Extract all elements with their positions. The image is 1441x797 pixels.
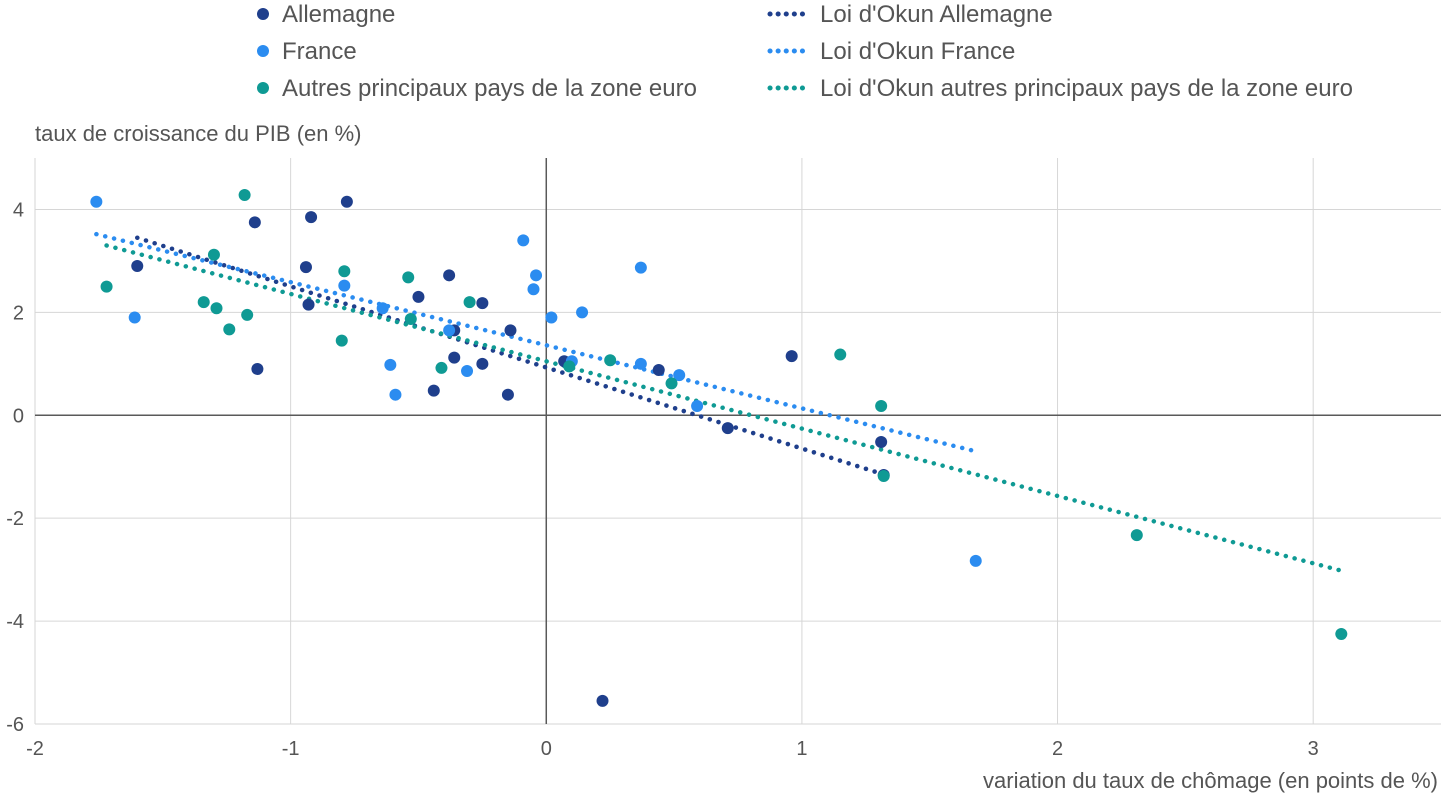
data-point-series-2 bbox=[241, 308, 254, 321]
data-point-series-2 bbox=[197, 296, 210, 309]
data-point-series-0 bbox=[251, 362, 264, 375]
data-point-series-0 bbox=[875, 436, 888, 449]
x-axis-title: variation du taux de chômage (en points … bbox=[983, 768, 1438, 793]
data-point-series-1 bbox=[576, 306, 589, 319]
data-point-series-1 bbox=[90, 195, 103, 208]
data-point-series-1 bbox=[545, 311, 558, 324]
data-point-series-0 bbox=[340, 195, 353, 208]
data-point-series-2 bbox=[834, 348, 847, 361]
legend-trend-label-france: Loi d'Okun France bbox=[820, 38, 1015, 65]
data-point-series-2 bbox=[404, 313, 417, 326]
data-point-series-1 bbox=[461, 365, 474, 378]
trend-lines bbox=[94, 231, 1344, 573]
data-point-series-2 bbox=[1130, 529, 1143, 542]
data-point-series-2 bbox=[338, 265, 351, 278]
data-point-series-2 bbox=[563, 360, 576, 373]
data-point-series-0 bbox=[299, 261, 312, 274]
data-point-series-2 bbox=[435, 361, 448, 374]
data-point-series-2 bbox=[210, 302, 223, 315]
data-point-series-0 bbox=[596, 694, 609, 707]
data-point-series-0 bbox=[448, 351, 461, 364]
data-point-series-1 bbox=[673, 369, 686, 382]
data-point-series-1 bbox=[376, 302, 389, 315]
data-point-series-2 bbox=[335, 334, 348, 347]
data-point-series-1 bbox=[530, 269, 543, 282]
data-point-series-0 bbox=[652, 363, 665, 376]
data-point-series-0 bbox=[504, 324, 517, 337]
trend-line-0 bbox=[135, 235, 886, 477]
legend: Allemagne France Autres principaux pays … bbox=[257, 1, 1353, 102]
legend-trend-label-allemagne: Loi d'Okun Allemagne bbox=[820, 1, 1053, 28]
y-tick-label: 2 bbox=[13, 302, 24, 324]
data-point-series-0 bbox=[501, 388, 514, 401]
data-point-series-0 bbox=[248, 216, 261, 229]
axes bbox=[35, 158, 1441, 724]
data-point-series-2 bbox=[665, 377, 678, 390]
data-point-series-0 bbox=[476, 297, 489, 310]
y-tick-label: -2 bbox=[6, 508, 24, 530]
data-point-series-2 bbox=[604, 354, 617, 367]
trend-line-2 bbox=[104, 243, 1344, 573]
data-point-series-1 bbox=[517, 234, 530, 247]
y-axis-title: taux de croissance du PIB (en %) bbox=[35, 121, 362, 146]
data-point-series-1 bbox=[128, 311, 141, 324]
data-point-series-0 bbox=[302, 298, 315, 311]
data-point-series-0 bbox=[443, 269, 456, 282]
data-point-series-0 bbox=[131, 260, 144, 273]
data-point-series-2 bbox=[877, 469, 890, 482]
y-tick-label: 0 bbox=[13, 405, 24, 427]
data-points bbox=[90, 189, 1348, 707]
data-point-series-2 bbox=[1335, 627, 1348, 640]
data-point-series-2 bbox=[223, 323, 236, 336]
data-point-series-1 bbox=[527, 283, 540, 296]
legend-marker-france bbox=[257, 45, 269, 57]
x-tick-label: 2 bbox=[1052, 738, 1063, 760]
data-point-series-0 bbox=[412, 290, 425, 303]
data-point-series-0 bbox=[476, 357, 489, 370]
x-tick-label: 3 bbox=[1308, 738, 1319, 760]
data-point-series-2 bbox=[463, 296, 476, 309]
data-point-series-1 bbox=[389, 388, 402, 401]
x-tick-label: 1 bbox=[796, 738, 807, 760]
data-point-series-0 bbox=[721, 422, 734, 435]
trend-line-1 bbox=[94, 231, 978, 454]
data-point-series-2 bbox=[402, 271, 415, 284]
x-tick-label: 0 bbox=[541, 738, 552, 760]
y-tick-label: -6 bbox=[6, 714, 24, 736]
data-point-series-2 bbox=[207, 248, 220, 261]
data-point-series-1 bbox=[969, 554, 982, 567]
data-point-series-0 bbox=[427, 384, 440, 397]
data-point-series-1 bbox=[634, 261, 647, 274]
tick-labels: -2 -1 0 1 2 3 -6 -4 -2 0 2 4 bbox=[6, 199, 1319, 760]
data-point-series-2 bbox=[100, 280, 113, 293]
data-point-series-2 bbox=[875, 400, 888, 413]
data-point-series-1 bbox=[443, 324, 456, 337]
data-point-series-2 bbox=[238, 189, 251, 202]
y-tick-label: -4 bbox=[6, 611, 24, 633]
legend-label-allemagne: Allemagne bbox=[282, 1, 395, 28]
y-tick-label: 4 bbox=[13, 199, 24, 221]
legend-marker-allemagne bbox=[257, 8, 269, 20]
legend-trend-label-autres: Loi d'Okun autres principaux pays de la … bbox=[820, 75, 1353, 102]
data-point-series-0 bbox=[305, 211, 318, 224]
data-point-series-1 bbox=[384, 358, 397, 371]
x-tick-label: -1 bbox=[282, 738, 300, 760]
data-point-series-1 bbox=[691, 400, 704, 413]
x-tick-label: -2 bbox=[26, 738, 44, 760]
data-point-series-1 bbox=[634, 357, 647, 370]
grid bbox=[34, 158, 1441, 725]
data-point-series-1 bbox=[338, 279, 351, 292]
data-point-series-0 bbox=[785, 350, 798, 363]
legend-label-france: France bbox=[282, 38, 357, 65]
legend-marker-autres bbox=[257, 82, 269, 94]
legend-label-autres: Autres principaux pays de la zone euro bbox=[282, 75, 697, 102]
